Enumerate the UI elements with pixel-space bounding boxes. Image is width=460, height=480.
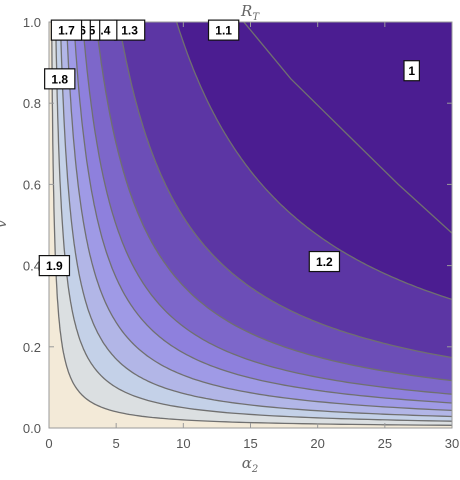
x-axis-title-subscript: 2	[251, 464, 258, 475]
y-tick-label: 0.0	[23, 421, 41, 436]
contour-band-region	[243, 22, 452, 234]
contour-line	[59, 22, 452, 418]
contour-label-box	[207, 19, 240, 41]
contour-line	[51, 22, 452, 426]
x-tick-label: 0	[45, 436, 52, 451]
contour-label-text: 1	[408, 64, 415, 78]
contour-label-box	[50, 19, 83, 41]
contour-label-text: 5	[89, 24, 96, 38]
contour-lines	[51, 22, 452, 426]
contour-line	[81, 22, 452, 395]
x-tick-label: 20	[310, 436, 324, 451]
contour-label-box	[403, 60, 420, 82]
x-axis-title: α2	[242, 454, 259, 475]
contour-line	[175, 22, 452, 301]
contour-label-box	[44, 68, 76, 90]
y-tick-label: 0.6	[23, 177, 41, 192]
contour-label-text: 1.3	[121, 24, 138, 38]
contour-label: 1.2	[308, 250, 341, 273]
y-tick-label: 1.0	[23, 15, 41, 30]
contour-label-text: .4	[100, 24, 110, 38]
y-tick-label: 0.2	[23, 340, 41, 355]
contour-label: 1	[403, 60, 420, 82]
contour-label-text: 1.2	[316, 255, 333, 269]
contour-line	[55, 22, 452, 422]
contour-label: 1.8	[44, 68, 76, 90]
contour-label: 1.1	[207, 19, 240, 41]
y-tick-label: 0.4	[23, 259, 41, 274]
contour-label-text: 6	[79, 24, 86, 38]
contour-label: 1.7	[50, 19, 83, 41]
contour-label-text: 1.1	[215, 24, 232, 38]
contour-label-box	[38, 255, 71, 277]
contour-line	[95, 22, 452, 382]
contour-label-text: 1.7	[58, 24, 75, 38]
contour-label-box	[308, 250, 341, 273]
chart-title: RT	[240, 2, 260, 23]
chart-title-subscript: T	[252, 12, 260, 23]
chart-title-main: R	[240, 2, 252, 20]
contour-label-text: 1.9	[46, 259, 63, 273]
contour-label: 1.9	[38, 255, 71, 277]
contour-label: 1.3	[113, 19, 146, 41]
x-tick-label: 10	[176, 436, 190, 451]
contour-line	[65, 22, 452, 412]
x-axis-title-main: α	[242, 454, 252, 472]
x-tick-label: 30	[445, 436, 459, 451]
contour-label-text: 1.8	[51, 72, 68, 86]
x-tick-label: 15	[243, 436, 257, 451]
x-tick-label: 5	[113, 436, 120, 451]
y-axis-title: v	[0, 219, 10, 228]
x-axis: 0 5 10 15 20 25 30	[45, 22, 459, 451]
contour-line	[118, 22, 452, 359]
x-tick-label: 25	[378, 436, 392, 451]
contour-line	[73, 22, 452, 404]
contour-line	[243, 22, 452, 234]
y-tick-label: 0.8	[23, 96, 41, 111]
contour-labels: 1 1.1 1.2 1.3 .4 56 1.7 1.8 1.9	[38, 19, 420, 277]
contour-bands	[49, 22, 452, 428]
